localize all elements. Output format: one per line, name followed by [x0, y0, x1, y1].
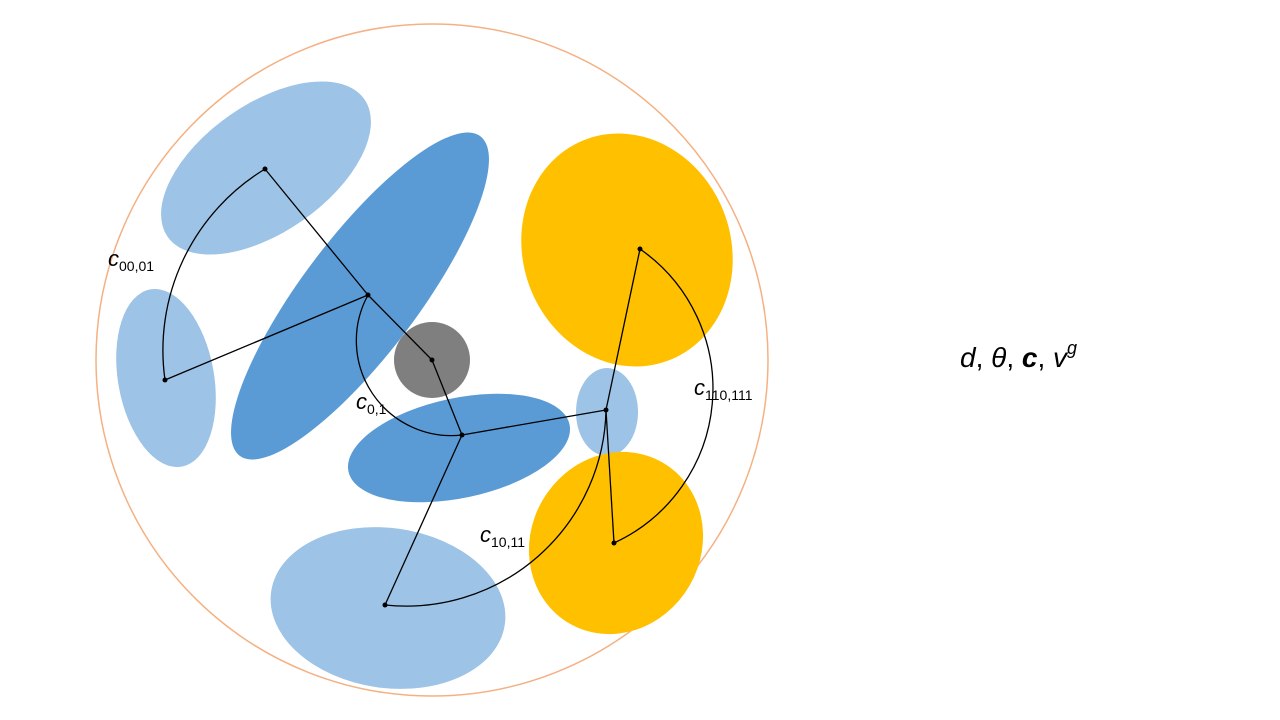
- arc-c00-01: [162, 168, 266, 381]
- edge-11-to-110: [605, 248, 641, 411]
- node-110: [637, 246, 643, 252]
- node-root: [429, 357, 435, 363]
- formula-sep-2: ,: [1006, 342, 1022, 373]
- edge-0-to-01: [164, 294, 369, 381]
- formula-sep-1: ,: [975, 342, 992, 373]
- node-11: [603, 407, 609, 413]
- formula-d: d: [960, 342, 976, 373]
- ellipse-gold-top: [521, 133, 733, 367]
- edge-1-to-10: [384, 434, 463, 606]
- formula-v: v: [1053, 342, 1068, 373]
- edge-11-to-111: [605, 409, 615, 544]
- ellipse-mid-blue-center: [347, 393, 571, 503]
- arc-c10-11: [384, 409, 607, 607]
- edge-1-to-11: [461, 409, 607, 436]
- node-0: [365, 292, 371, 298]
- ellipse-light-blue-bottom: [270, 527, 506, 689]
- arc-c0-1: [355, 294, 463, 437]
- formula-sep-3: ,: [1037, 342, 1054, 373]
- label-c0-1: c0,1: [356, 389, 387, 417]
- formula-v-superscript: g: [1067, 338, 1078, 358]
- label-c110-111: c110,111: [694, 375, 753, 403]
- formula-theta: θ: [991, 342, 1007, 373]
- edge-0-to-00: [264, 168, 369, 296]
- arc-c110-111: [613, 248, 714, 544]
- formula-c: c: [1021, 342, 1038, 373]
- boundary-circle: [95, 23, 769, 697]
- tree-edges: [164, 168, 641, 606]
- node-111: [611, 540, 617, 546]
- node-10: [382, 602, 388, 608]
- node-1: [459, 432, 465, 438]
- label-c10-11: c10,11: [480, 522, 525, 550]
- ellipse-mid-blue-diagonal: [231, 132, 489, 460]
- label-c00-01: c00,01: [108, 246, 154, 274]
- formula-text: d, θ, c, vg: [960, 338, 1077, 374]
- tree-nodes: [162, 166, 643, 608]
- angle-arcs: [162, 168, 714, 607]
- edge-root-to-1: [431, 359, 463, 436]
- edge-root-to-0: [367, 294, 433, 361]
- node-00: [262, 166, 268, 172]
- node-01: [162, 377, 168, 383]
